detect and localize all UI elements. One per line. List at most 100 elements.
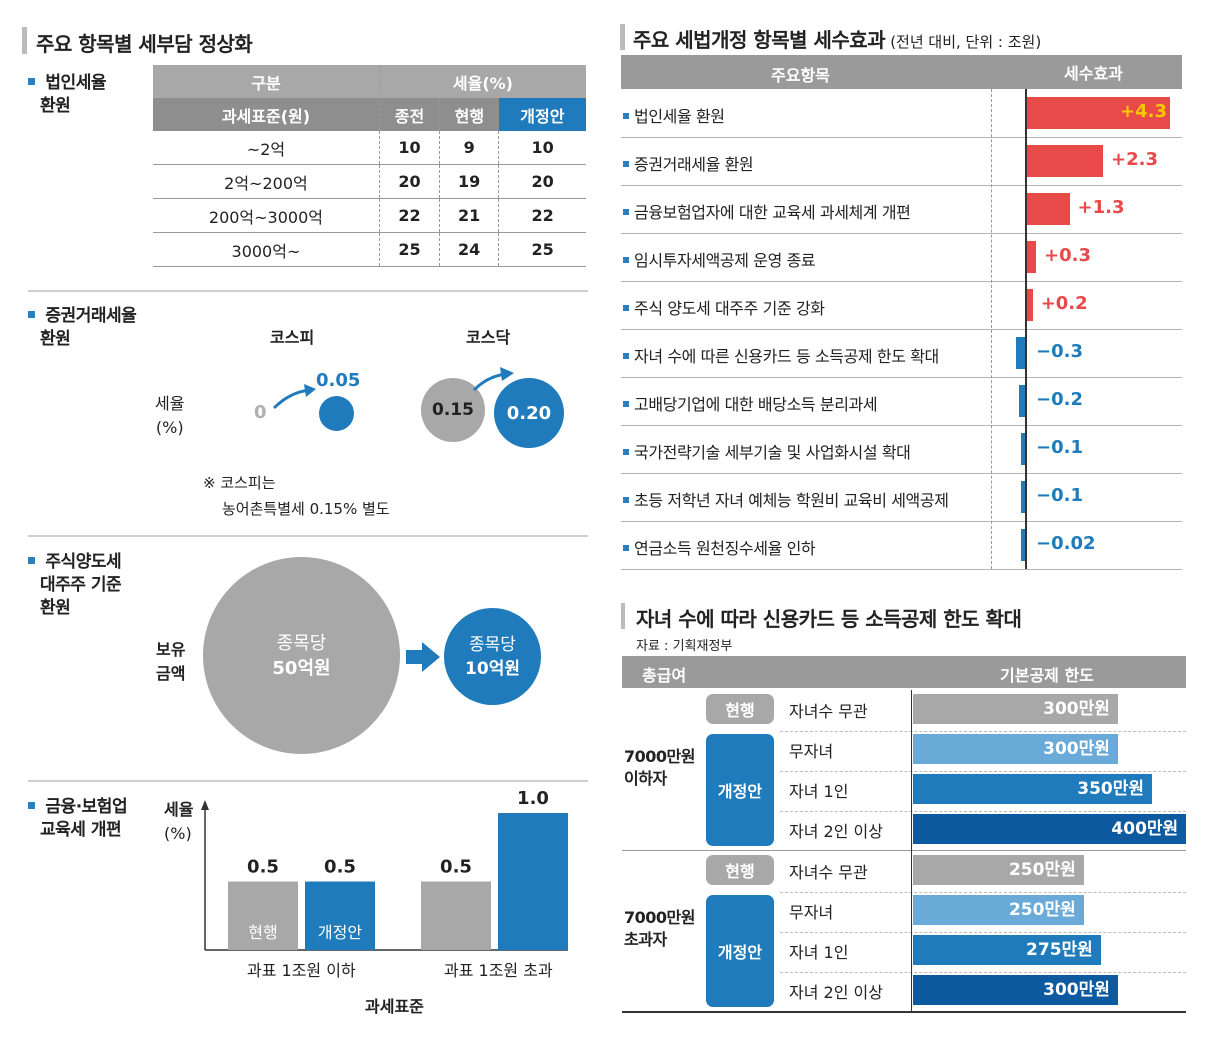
row-prev: 10 bbox=[378, 131, 440, 165]
stock-tax-label: 주식양도세 대주주 기준 환원 bbox=[28, 551, 122, 620]
effect-row-label: 주식 양도세 대주주 기준 강화 bbox=[623, 295, 825, 319]
effect-row-label: 증권거래세율 환원 bbox=[623, 151, 754, 175]
tag-current: 현행 bbox=[706, 855, 774, 885]
right-title: 주요 세법개정 항목별 세수효과 bbox=[633, 28, 886, 52]
card-source: 자료 : 기획재정부 bbox=[636, 639, 733, 654]
finance-bar bbox=[228, 881, 298, 950]
kosdaq-after-value: 0.20 bbox=[506, 402, 552, 424]
effect-value: −0.1 bbox=[1036, 437, 1083, 458]
card-row-label: 자녀수 무관 bbox=[789, 702, 868, 721]
row-separator bbox=[780, 932, 1186, 933]
table-row: 2억~200억 20 19 20 bbox=[153, 164, 586, 199]
kosdaq-arrow-icon bbox=[472, 367, 514, 392]
row-curr: 19 bbox=[439, 164, 499, 199]
card-row-bar: 300만원 bbox=[913, 734, 1118, 764]
row-rev: 10 bbox=[498, 131, 586, 165]
col-effect: 세수효과 bbox=[1064, 64, 1123, 83]
table-row: 3000억~ 25 24 25 bbox=[153, 232, 586, 267]
group-divider bbox=[622, 850, 1186, 851]
effect-bar bbox=[1026, 289, 1033, 321]
row-separator bbox=[780, 811, 1186, 812]
effect-row: 연금소득 원천징수세율 인하 −0.02 bbox=[621, 521, 1182, 570]
effect-row: 증권거래세율 환원 +2.3 bbox=[621, 137, 1182, 186]
row-rev: 20 bbox=[498, 164, 586, 199]
effect-row-label: 연금소득 원천징수세율 인하 bbox=[623, 535, 816, 559]
right-title-wrap: 주요 세법개정 항목별 세수효과 (전년 대비, 단위 : 조원) bbox=[633, 24, 1041, 53]
effect-row-label: 자녀 수에 따른 신용카드 등 소득공제 한도 확대 bbox=[623, 343, 939, 367]
effect-row: 임시투자세액공제 운영 종료 +0.3 bbox=[621, 233, 1182, 282]
effect-row-label: 초등 저학년 자녀 예체능 학원비 교육비 세액공제 bbox=[623, 487, 949, 511]
effect-bar bbox=[1021, 529, 1026, 561]
effect-value: −0.02 bbox=[1036, 533, 1096, 554]
header-base: 과세표준(원) bbox=[153, 98, 380, 131]
effect-table-header: 주요항목 세수효과 bbox=[621, 55, 1182, 89]
finance-xlabel: 과세표준 bbox=[365, 997, 424, 1016]
effect-row-label: 금융보험업자에 대한 교육세 과세체계 개편 bbox=[623, 199, 911, 223]
row-rev: 22 bbox=[498, 198, 586, 233]
row-prev: 22 bbox=[378, 198, 440, 233]
kospi-after-circle bbox=[319, 396, 354, 431]
col-income: 총급여 bbox=[642, 666, 687, 685]
kosdaq-label: 코스닥 bbox=[466, 328, 511, 347]
kospi-before-value: 0 bbox=[254, 402, 267, 423]
card-row-bar: 300만원 bbox=[913, 694, 1118, 724]
left-title: 주요 항목별 세부담 정상화 bbox=[36, 32, 253, 56]
kospi-label: 코스피 bbox=[270, 328, 315, 347]
divider bbox=[28, 290, 588, 292]
corp-tax-label: 법인세율 환원 bbox=[28, 72, 106, 118]
finance-tax-label: 금융·보험업 교육세 개편 bbox=[28, 796, 128, 842]
finance-axis-label: 세율 (%) bbox=[164, 800, 194, 843]
group-divider bbox=[622, 1011, 1186, 1013]
effect-value: +0.2 bbox=[1040, 293, 1088, 314]
row-prev: 20 bbox=[378, 164, 440, 199]
col-item: 주요항목 bbox=[771, 66, 830, 85]
finance-group-label: 과표 1조원 초과 bbox=[444, 961, 553, 980]
finance-bar bbox=[498, 813, 568, 950]
row-curr: 9 bbox=[439, 131, 499, 165]
tag-revised: 개정안 bbox=[706, 895, 774, 1007]
corp-tax-table: 구분 세율(%) 과세표준(원) 종전 현행 개정안 ~2억 10 9 10 2… bbox=[153, 65, 586, 267]
header-rate: 세율(%) bbox=[378, 65, 586, 98]
effect-value: +2.3 bbox=[1111, 149, 1159, 170]
securities-tax-label: 증권거래세율 환원 bbox=[28, 305, 137, 351]
row-prev: 25 bbox=[378, 232, 440, 267]
kospi-note: ※ 코스피는 농어촌특별세 0.15% 별도 bbox=[203, 474, 390, 518]
card-row-bar: 400만원 bbox=[913, 814, 1187, 844]
effect-row-label: 고배당기업에 대한 배당소득 분리과세 bbox=[623, 391, 878, 415]
limit-axis bbox=[911, 690, 912, 1012]
effect-value: −0.3 bbox=[1036, 341, 1083, 362]
effect-bar bbox=[1026, 241, 1037, 273]
stock-arrow-icon bbox=[406, 642, 440, 672]
effect-value: +4.3 bbox=[1120, 101, 1168, 122]
effect-value: −0.1 bbox=[1036, 485, 1083, 506]
kosdaq-before-value: 0.15 bbox=[432, 400, 474, 420]
card-row-label: 무자녀 bbox=[789, 903, 834, 922]
effect-value: −0.2 bbox=[1036, 389, 1083, 410]
income-group-label: 7000만원 이하자 bbox=[624, 747, 695, 788]
row-rev: 25 bbox=[498, 232, 586, 267]
row-separator bbox=[780, 731, 1186, 732]
effect-bar bbox=[1019, 385, 1026, 417]
card-row-bar: 250만원 bbox=[913, 895, 1084, 925]
dashed-guide bbox=[991, 89, 992, 569]
effect-row: 주식 양도세 대주주 기준 강화 +0.2 bbox=[621, 281, 1182, 330]
card-title: 자녀 수에 따라 신용카드 등 소득공제 한도 확대 bbox=[636, 607, 1022, 631]
row-separator bbox=[780, 892, 1186, 893]
tag-current: 현행 bbox=[706, 694, 774, 724]
effect-bar bbox=[1026, 145, 1104, 177]
divider bbox=[28, 535, 588, 537]
finance-bar bbox=[305, 881, 375, 950]
effect-row-label: 임시투자세액공제 운영 종료 bbox=[623, 247, 816, 271]
divider bbox=[28, 780, 588, 782]
effect-row: 금융보험업자에 대한 교육세 과세체계 개편 +1.3 bbox=[621, 185, 1182, 234]
right-title-sub: (전년 대비, 단위 : 조원) bbox=[890, 33, 1042, 51]
effect-bar bbox=[1026, 97, 1171, 129]
effect-bar bbox=[1021, 481, 1026, 513]
effect-bar bbox=[1015, 337, 1026, 369]
table-row: 200억~3000억 22 21 22 bbox=[153, 198, 586, 233]
table-row: ~2억 10 9 10 bbox=[153, 131, 586, 165]
header-curr: 현행 bbox=[439, 98, 499, 131]
finance-bar-value: 0.5 bbox=[324, 857, 356, 878]
effect-value: +1.3 bbox=[1077, 197, 1125, 218]
stock-axis-label: 보유 금액 bbox=[156, 640, 186, 683]
